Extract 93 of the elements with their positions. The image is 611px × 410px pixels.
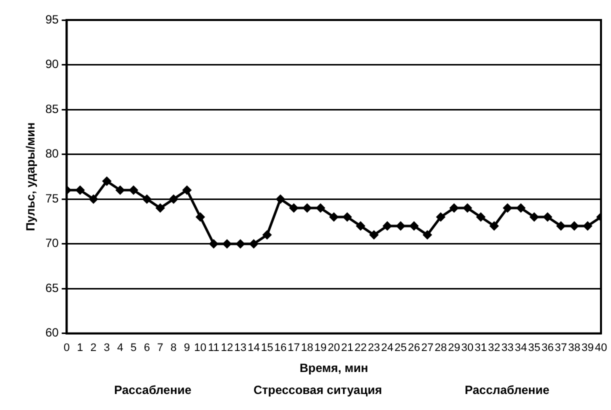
- x-tick-label: 37: [554, 342, 568, 354]
- x-tick-label: 18: [301, 342, 314, 354]
- point: [222, 240, 232, 248]
- y-tick-label: 75: [45, 191, 60, 206]
- point: [249, 240, 258, 248]
- x-tick-label: 33: [501, 342, 514, 354]
- point: [396, 222, 405, 230]
- point: [356, 222, 365, 230]
- point: [76, 186, 84, 194]
- point: [516, 204, 526, 212]
- x-tick-label: 32: [488, 342, 500, 354]
- text: Стрессовая ситуация: [253, 383, 382, 397]
- x-tick-label: 13: [234, 342, 247, 354]
- x-tick-label: 8: [170, 342, 177, 354]
- x-tick-label: 5: [130, 342, 137, 354]
- x-tick-label: 2: [90, 342, 97, 354]
- x-tick-label: 39: [582, 342, 594, 354]
- point: [476, 212, 486, 222]
- x-tick-label: 0: [64, 342, 70, 354]
- x-tick-label: 21: [341, 342, 354, 354]
- point: [182, 186, 192, 194]
- text: Расслабление: [464, 383, 550, 397]
- point: [423, 230, 432, 240]
- x-tick-label: 9: [184, 342, 190, 354]
- point: [142, 194, 152, 204]
- y-tick-label: 70: [45, 236, 60, 250]
- x-tick-label: 20: [328, 342, 340, 354]
- x-tick-label: 6: [144, 342, 150, 354]
- point: [383, 222, 392, 230]
- x-tick-label: 31: [474, 342, 487, 354]
- y-tick-label: 65: [45, 280, 60, 295]
- point: [503, 204, 512, 212]
- x-tick-label: 22: [354, 342, 367, 354]
- point: [463, 204, 472, 212]
- point: [410, 222, 418, 230]
- x-tick-label: 30: [461, 342, 474, 354]
- point: [169, 194, 178, 204]
- x-tick-label: 23: [368, 342, 380, 354]
- x-tick-label: 29: [448, 342, 460, 354]
- y-tick-label: 95: [45, 12, 60, 26]
- point: [129, 186, 138, 194]
- point: [530, 212, 538, 222]
- x-tick-label: 15: [260, 342, 274, 354]
- x-tick-label: 3: [104, 342, 110, 354]
- x-tick-label: 16: [274, 342, 287, 354]
- point: [290, 204, 298, 212]
- point: [196, 212, 205, 222]
- x-tick-label: 25: [394, 342, 407, 354]
- x-tick-label: 4: [117, 342, 124, 354]
- point: [209, 240, 218, 248]
- x-tick-label: 35: [528, 342, 540, 354]
- x-tick-label: 11: [208, 342, 220, 354]
- y-tick-label: 80: [45, 146, 60, 161]
- x-tick-label: 38: [568, 342, 580, 354]
- x-tick-label: 40: [594, 342, 608, 354]
- point: [330, 212, 338, 222]
- x-tick-label: 17: [288, 342, 300, 354]
- x-tick-label: 10: [194, 342, 206, 354]
- x-tick-label: 27: [421, 342, 434, 354]
- y-tick-label: 90: [45, 57, 60, 72]
- point: [583, 222, 592, 230]
- point: [302, 204, 312, 212]
- point: [116, 186, 124, 194]
- text: Рассабление: [114, 383, 192, 397]
- point: [156, 204, 164, 212]
- point: [89, 194, 98, 204]
- x-tick-label: 36: [541, 342, 554, 354]
- x-tick-label: 19: [314, 342, 327, 354]
- point: [556, 222, 566, 230]
- x-tick-label: 26: [408, 342, 420, 354]
- x-tick-label: 7: [157, 342, 164, 354]
- y-tick-label: 85: [45, 102, 60, 116]
- x-tick-label: 14: [248, 342, 260, 354]
- point: [370, 230, 378, 240]
- point: [236, 240, 245, 248]
- point: [102, 176, 112, 186]
- y-tick-label: 60: [45, 326, 60, 340]
- point: [543, 212, 552, 222]
- x-axis-title: Время, мин: [300, 361, 368, 376]
- x-tick-label: 28: [434, 342, 447, 354]
- point: [316, 204, 325, 212]
- y-axis-title: Пульс, удары/мин: [24, 122, 38, 231]
- point: [436, 212, 445, 222]
- point: [276, 194, 285, 204]
- point: [450, 204, 458, 212]
- point: [262, 230, 272, 240]
- x-tick-label: 24: [381, 342, 394, 354]
- x-tick-label: 1: [77, 342, 84, 354]
- point: [490, 222, 498, 230]
- x-tick-label: 34: [514, 342, 527, 354]
- x-tick-label: 12: [220, 342, 234, 354]
- point: [342, 212, 352, 222]
- point: [570, 222, 579, 230]
